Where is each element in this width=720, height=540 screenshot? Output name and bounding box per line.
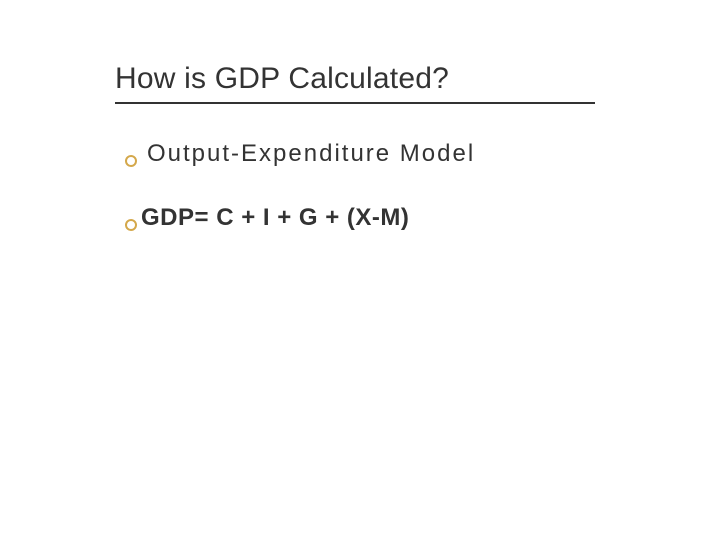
slide-container: How is GDP Calculated? Output-Expenditur… bbox=[0, 0, 720, 540]
bullet-item: GDP= C + I + G + (X-M) bbox=[125, 204, 720, 232]
bullet-text: Output-Expenditure Model bbox=[147, 140, 475, 168]
bullet-text: GDP= C + I + G + (X-M) bbox=[141, 204, 409, 232]
title-underline bbox=[115, 102, 595, 104]
circle-bullet-icon bbox=[125, 155, 137, 167]
bullet-list: Output-Expenditure Model GDP= C + I + G … bbox=[115, 140, 720, 232]
slide-title: How is GDP Calculated? bbox=[115, 62, 720, 96]
circle-bullet-icon bbox=[125, 219, 137, 231]
bullet-item: Output-Expenditure Model bbox=[125, 140, 720, 168]
